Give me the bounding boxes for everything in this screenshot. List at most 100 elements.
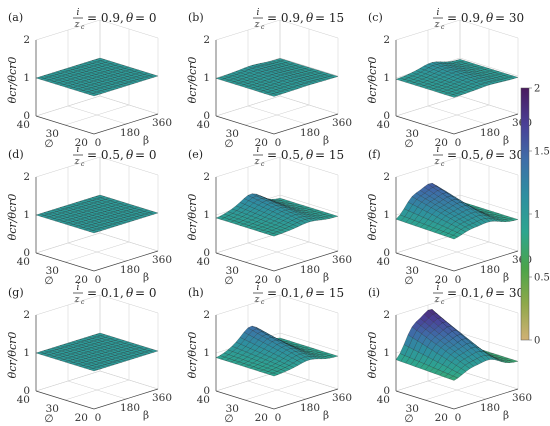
z-axis-label: θcr/θcr0 bbox=[6, 332, 19, 379]
y-tick-label: 40 bbox=[197, 119, 210, 131]
colorbar-tick-label: 0.5 bbox=[534, 273, 550, 284]
panel-label: (f) bbox=[368, 148, 381, 161]
y-tick-label: 20 bbox=[435, 274, 448, 286]
x-tick-label: 360 bbox=[152, 254, 172, 266]
z-tick-label: 2 bbox=[23, 309, 30, 321]
title-ratio: = 0.9, bbox=[267, 11, 304, 25]
y-axis-label: ∅ bbox=[44, 275, 53, 287]
y-tick-label: 40 bbox=[197, 256, 210, 268]
z-tick-label: 1 bbox=[383, 72, 390, 84]
x-axis-label: β bbox=[503, 135, 509, 147]
surface-mesh bbox=[215, 58, 339, 97]
title-ratio: = 0.5, bbox=[267, 148, 304, 162]
y-axis-label: ∅ bbox=[224, 138, 233, 150]
z-axis-label: θcr/θcr0 bbox=[366, 332, 379, 379]
panel-label: (a) bbox=[8, 11, 23, 24]
z-axis-label: θcr/θcr0 bbox=[366, 194, 379, 241]
y-tick-label: 40 bbox=[17, 119, 30, 131]
colorbar-tick-label: 2 bbox=[534, 84, 540, 95]
title-theta-value: = 15 bbox=[315, 148, 344, 162]
y-tick-label: 20 bbox=[255, 274, 268, 286]
panel-label: (b) bbox=[188, 11, 204, 24]
x-tick-label: 180 bbox=[300, 402, 320, 414]
y-tick-label: 30 bbox=[226, 403, 239, 415]
title-ratio: = 0.1, bbox=[447, 286, 484, 300]
panel-label: (c) bbox=[368, 11, 383, 24]
title-fraction-subscript: c bbox=[261, 299, 265, 306]
x-tick-label: 180 bbox=[480, 127, 500, 139]
x-tick-label: 180 bbox=[120, 264, 140, 276]
title-fraction-denominator: z bbox=[254, 157, 260, 167]
colorbar-tick-label: 1 bbox=[534, 210, 540, 221]
title-fraction-numerator: i bbox=[257, 8, 260, 18]
z-tick-label: 0 bbox=[203, 385, 210, 397]
surface-mesh bbox=[35, 194, 159, 234]
z-tick-label: 1 bbox=[23, 347, 30, 359]
title-fraction-subscript: c bbox=[441, 161, 445, 168]
x-axis-label: β bbox=[503, 410, 509, 422]
y-tick-label: 30 bbox=[406, 128, 419, 140]
title-fraction-denominator: z bbox=[254, 20, 260, 30]
x-tick-label: 180 bbox=[300, 264, 320, 276]
y-axis-label: ∅ bbox=[404, 413, 413, 425]
y-tick-label: 30 bbox=[226, 128, 239, 140]
title-theta-value: = 30 bbox=[495, 11, 524, 25]
surface-mesh bbox=[395, 182, 519, 240]
title-theta-symbol: θ bbox=[126, 11, 134, 25]
x-tick-label: 0 bbox=[95, 412, 102, 424]
title-fraction-numerator: i bbox=[437, 283, 440, 293]
title-fraction-numerator: i bbox=[77, 283, 80, 293]
title-theta-value: = 30 bbox=[495, 148, 524, 162]
z-tick-label: 2 bbox=[23, 171, 30, 183]
y-axis-label: ∅ bbox=[44, 413, 53, 425]
z-tick-label: 2 bbox=[203, 34, 210, 46]
y-tick-label: 40 bbox=[197, 394, 210, 406]
y-axis-label: ∅ bbox=[44, 138, 53, 150]
title-ratio: = 0.1, bbox=[267, 286, 304, 300]
title-ratio: = 0.9, bbox=[447, 11, 484, 25]
title-theta-symbol: θ bbox=[306, 286, 314, 300]
axes-box bbox=[35, 156, 159, 272]
title-theta-value: = 0 bbox=[135, 286, 157, 300]
y-tick-label: 20 bbox=[75, 137, 88, 149]
z-tick-label: 0 bbox=[203, 247, 210, 259]
colorbar-tick-label: 0 bbox=[534, 336, 540, 347]
title-theta-symbol: θ bbox=[486, 11, 494, 25]
z-tick-label: 0 bbox=[23, 247, 30, 259]
z-axis-label: θcr/θcr0 bbox=[6, 57, 19, 104]
y-tick-label: 20 bbox=[435, 412, 448, 424]
title-fraction-denominator: z bbox=[434, 295, 440, 305]
title-theta-value: = 0 bbox=[135, 11, 157, 25]
x-axis-label: β bbox=[503, 272, 509, 284]
x-tick-label: 360 bbox=[152, 117, 172, 129]
x-tick-label: 360 bbox=[332, 392, 352, 404]
z-tick-label: 1 bbox=[203, 72, 210, 84]
title-ratio: = 0.9, bbox=[87, 11, 124, 25]
panel-label: (h) bbox=[188, 286, 204, 299]
surface-mesh bbox=[395, 309, 519, 381]
axes-box bbox=[215, 294, 339, 410]
x-tick-label: 360 bbox=[512, 392, 532, 404]
title-fraction-numerator: i bbox=[77, 8, 80, 18]
title-theta-value: = 30 bbox=[495, 286, 524, 300]
axes-box bbox=[215, 19, 339, 135]
z-tick-label: 0 bbox=[383, 110, 390, 122]
title-ratio: = 0.5, bbox=[87, 148, 124, 162]
panel-label: (d) bbox=[8, 148, 24, 161]
z-tick-label: 0 bbox=[383, 247, 390, 259]
z-axis-label: θcr/θcr0 bbox=[366, 57, 379, 104]
title-fraction-subscript: c bbox=[261, 161, 265, 168]
y-tick-label: 40 bbox=[17, 394, 30, 406]
z-tick-label: 2 bbox=[383, 171, 390, 183]
title-theta-value: = 15 bbox=[315, 11, 344, 25]
title-fraction-numerator: i bbox=[437, 145, 440, 155]
y-tick-label: 30 bbox=[406, 265, 419, 277]
x-tick-label: 180 bbox=[480, 264, 500, 276]
y-tick-label: 20 bbox=[435, 137, 448, 149]
title-ratio: = 0.1, bbox=[87, 286, 124, 300]
